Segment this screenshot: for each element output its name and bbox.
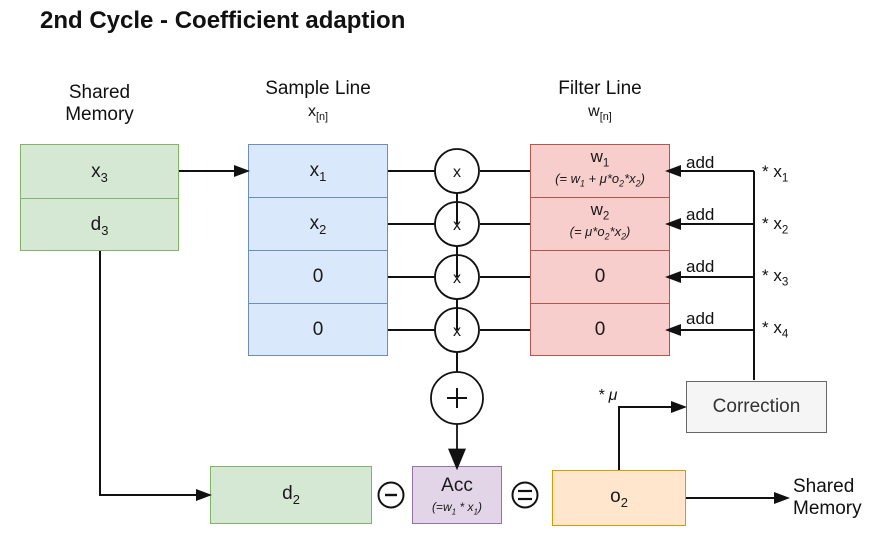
svg-text:x: x bbox=[453, 164, 461, 181]
